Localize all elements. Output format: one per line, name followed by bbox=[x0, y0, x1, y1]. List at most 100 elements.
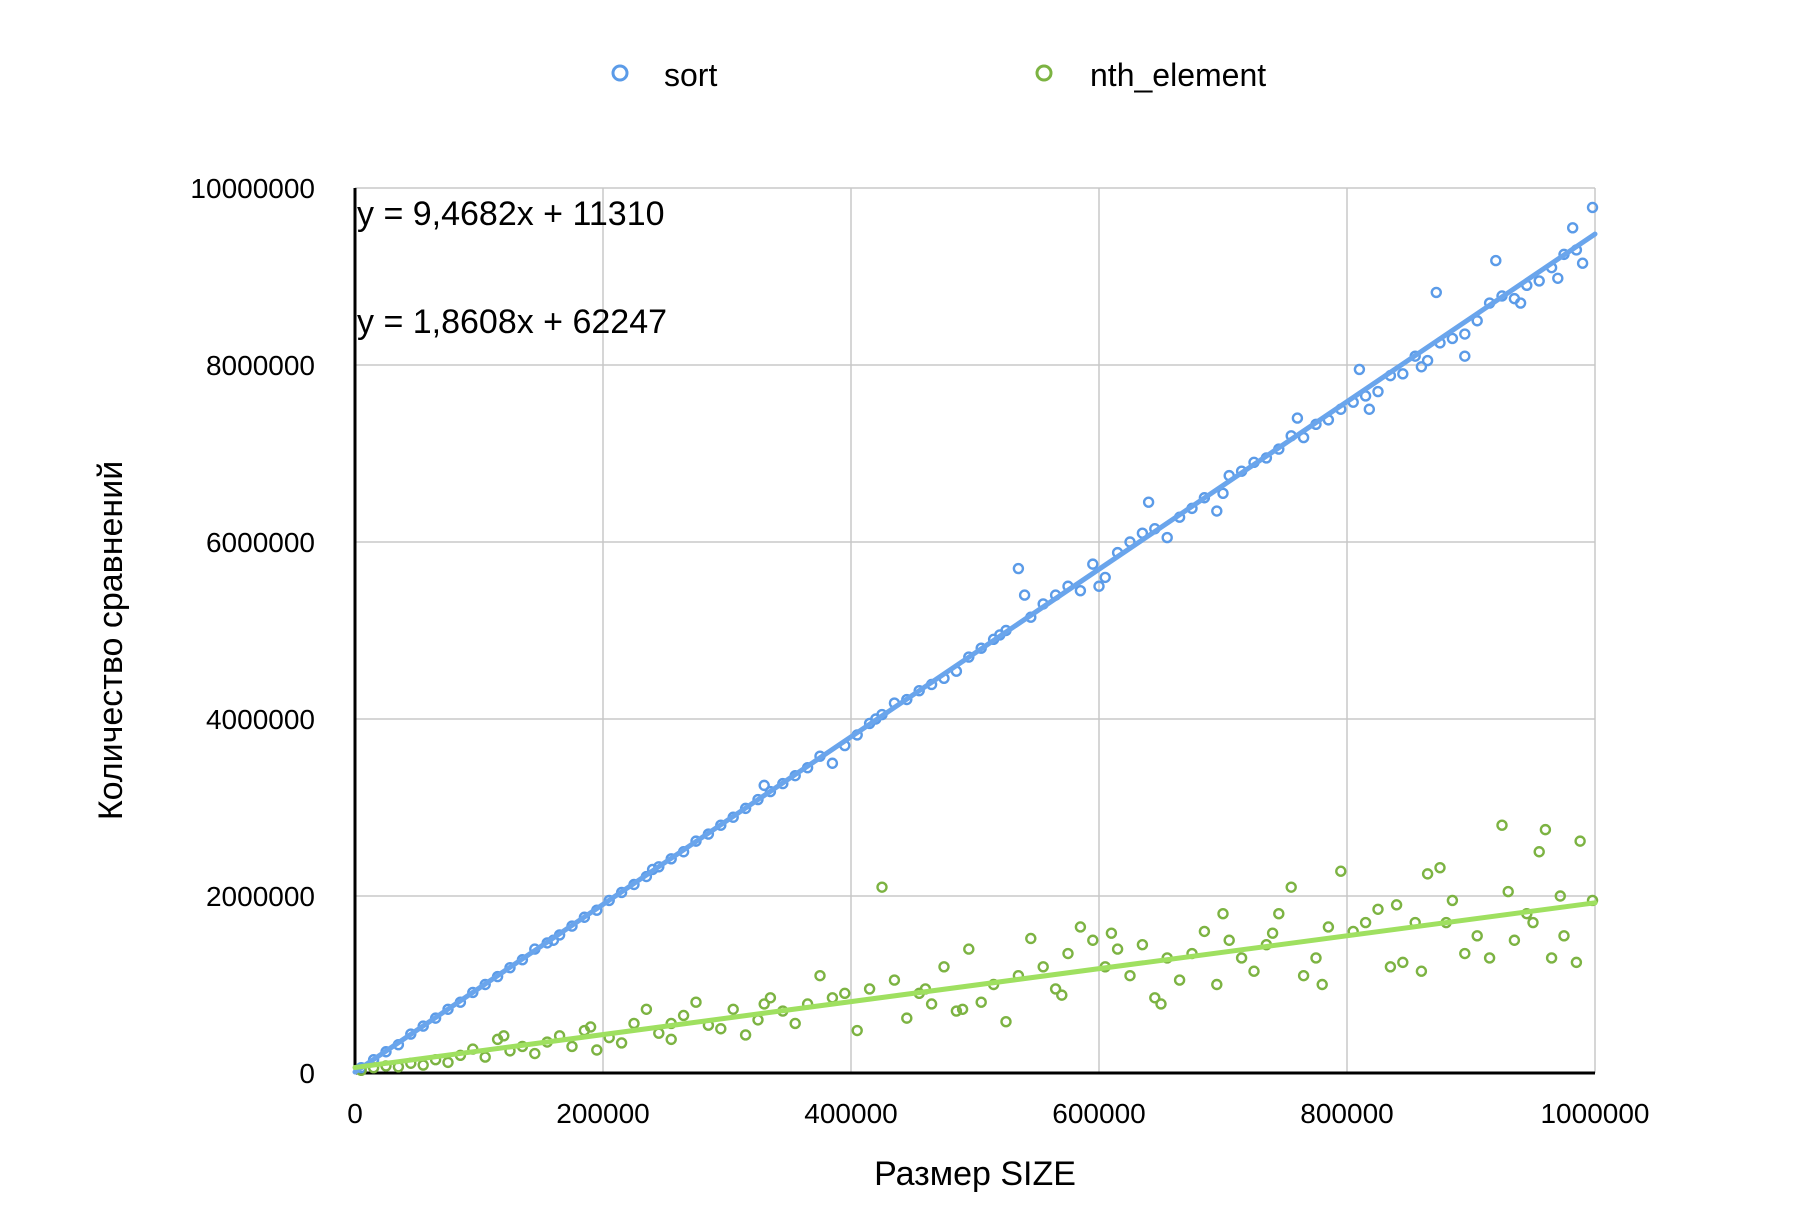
point-nth-element bbox=[826, 992, 839, 1004]
point-sort bbox=[1566, 222, 1579, 234]
point-sort bbox=[1099, 571, 1111, 584]
axes bbox=[353, 188, 1595, 1075]
point-nth-element bbox=[566, 1040, 578, 1053]
point-nth-element bbox=[1539, 823, 1552, 836]
point-nth-element bbox=[498, 1030, 510, 1042]
point-nth-element bbox=[690, 996, 702, 1008]
x-tick-label: 200000 bbox=[556, 1098, 649, 1129]
point-nth-element bbox=[901, 1012, 913, 1024]
point-nth-element bbox=[1124, 969, 1136, 982]
point-nth-element bbox=[975, 996, 987, 1008]
point-nth-element bbox=[1049, 983, 1062, 995]
point-nth-element bbox=[1149, 992, 1161, 1004]
point-nth-element bbox=[1248, 965, 1260, 977]
point-sort bbox=[1211, 505, 1223, 517]
point-nth-element bbox=[715, 1023, 727, 1035]
equation-sort: y = 9,4682x + 11310 bbox=[357, 195, 665, 233]
point-nth-element bbox=[1211, 978, 1223, 991]
point-nth-element bbox=[529, 1047, 541, 1060]
x-tick-label: 800000 bbox=[1300, 1098, 1393, 1129]
point-nth-element bbox=[1527, 916, 1539, 929]
point-nth-element bbox=[1372, 903, 1384, 915]
point-sort bbox=[1397, 368, 1409, 380]
point-nth-element bbox=[1558, 930, 1570, 942]
point-nth-element bbox=[1496, 819, 1508, 831]
point-nth-element bbox=[1310, 952, 1322, 964]
point-nth-element bbox=[1397, 956, 1409, 969]
y-tick-label: 4000000 bbox=[206, 704, 315, 735]
y-tick-label: 6000000 bbox=[206, 527, 315, 558]
point-nth-element bbox=[789, 1017, 801, 1030]
point-nth-element bbox=[1037, 961, 1049, 973]
point-nth-element bbox=[1434, 861, 1446, 874]
point-nth-element bbox=[1415, 965, 1428, 977]
point-sort bbox=[1576, 257, 1589, 269]
point-sort bbox=[1161, 531, 1173, 544]
point-nth-element bbox=[1545, 952, 1558, 964]
point-nth-element bbox=[950, 1005, 963, 1017]
point-nth-element bbox=[1025, 932, 1037, 945]
point-nth-element bbox=[1111, 943, 1124, 955]
point-nth-element bbox=[876, 881, 888, 893]
legend-marker-nth-element bbox=[1035, 64, 1053, 82]
trendlines bbox=[352, 231, 1598, 1075]
point-nth-element bbox=[727, 1003, 739, 1015]
point-nth-element bbox=[442, 1056, 454, 1069]
point-nth-element bbox=[1359, 916, 1372, 929]
point-nth-element bbox=[814, 969, 826, 982]
point-nth-element bbox=[1574, 835, 1586, 847]
point-nth-element bbox=[1056, 989, 1068, 1001]
point-nth-element bbox=[1390, 899, 1403, 911]
point-sort bbox=[1421, 354, 1434, 367]
point-sort bbox=[1586, 201, 1599, 214]
point-sort bbox=[1490, 254, 1502, 267]
grid bbox=[355, 187, 1596, 1073]
point-nth-element bbox=[1446, 894, 1459, 907]
point-nth-element bbox=[1062, 947, 1074, 960]
point-sort bbox=[1459, 328, 1471, 340]
point-sort bbox=[1074, 584, 1087, 597]
y-tick-label: 8000000 bbox=[206, 350, 315, 381]
point-nth-element bbox=[665, 1033, 677, 1046]
point-nth-element bbox=[1322, 921, 1335, 933]
point-nth-element bbox=[839, 987, 851, 1000]
point-nth-element bbox=[1198, 925, 1211, 938]
point-nth-element bbox=[479, 1051, 491, 1063]
point-nth-element bbox=[1297, 969, 1310, 982]
point-nth-element bbox=[1285, 881, 1297, 893]
point-nth-element bbox=[1502, 885, 1514, 898]
point-sort bbox=[1514, 297, 1527, 309]
point-nth-element bbox=[1508, 934, 1521, 946]
point-nth-element bbox=[1533, 846, 1545, 858]
point-sort bbox=[826, 757, 839, 769]
point-nth-element bbox=[417, 1059, 429, 1071]
point-sort bbox=[1533, 275, 1545, 287]
point-nth-element bbox=[584, 1021, 597, 1033]
point-nth-element bbox=[925, 998, 938, 1010]
point-nth-element bbox=[1087, 934, 1099, 946]
x-axis-title: Размер SIZE bbox=[874, 1155, 1076, 1193]
point-sort bbox=[1093, 580, 1105, 592]
point-nth-element bbox=[1316, 978, 1328, 991]
legend-marker-sort bbox=[611, 64, 629, 82]
point-sort bbox=[1446, 332, 1459, 345]
point-nth-element bbox=[591, 1044, 603, 1056]
y-tick-label: 10000000 bbox=[190, 173, 315, 204]
point-nth-element bbox=[1217, 908, 1229, 920]
point-nth-element bbox=[628, 1017, 640, 1030]
point-nth-element bbox=[1266, 927, 1279, 939]
point-nth-element bbox=[615, 1037, 628, 1049]
point-sort bbox=[1012, 562, 1025, 575]
point-sort bbox=[758, 779, 770, 792]
point-nth-element bbox=[1235, 952, 1248, 964]
equation-nth-element: y = 1,8608x + 62247 bbox=[357, 303, 667, 341]
point-nth-element bbox=[1421, 868, 1434, 880]
trendline-sort bbox=[352, 231, 1598, 1075]
point-nth-element bbox=[963, 943, 975, 955]
point-sort bbox=[1087, 558, 1099, 570]
y-axis-title: Количество сравнений bbox=[92, 461, 130, 820]
point-nth-element bbox=[1273, 908, 1285, 920]
point-nth-element bbox=[1384, 961, 1397, 973]
y-tick-label: 0 bbox=[299, 1058, 315, 1089]
point-nth-element bbox=[851, 1024, 863, 1037]
